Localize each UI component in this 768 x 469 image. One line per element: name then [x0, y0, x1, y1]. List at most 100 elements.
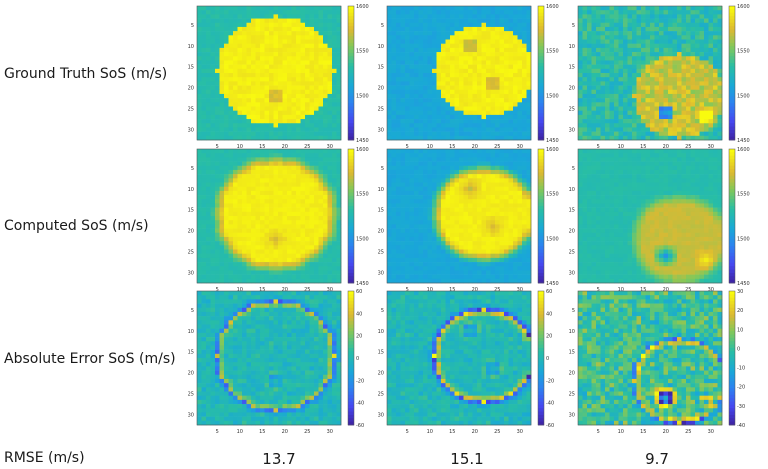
colorbar-tick-label: -30: [737, 404, 745, 410]
x-tick-label: 20: [663, 429, 669, 435]
colorbar: [347, 5, 355, 141]
y-tick-label: 15: [378, 65, 384, 71]
colorbar-tick-label: 20: [356, 334, 362, 340]
colorbar-tick-label: -20: [737, 385, 745, 391]
y-tick-label: 5: [191, 166, 194, 172]
y-tick-label: 15: [188, 350, 194, 356]
colorbar-tick-label: 1600: [546, 147, 559, 153]
y-tick-label: 10: [569, 329, 575, 335]
y-tick-label: 15: [569, 208, 575, 214]
x-tick-label: 15: [640, 287, 646, 293]
colorbar-tick-label: 60: [546, 289, 552, 295]
x-tick-label: 30: [327, 287, 333, 293]
y-tick-label: 5: [381, 23, 384, 29]
x-tick-label: 20: [472, 429, 478, 435]
y-tick-label: 30: [569, 128, 575, 134]
colorbar-tick-label: 1550: [546, 192, 559, 198]
colorbar-tick-label: 0: [356, 356, 359, 362]
y-tick-label: 25: [378, 250, 384, 256]
computed-heatmap-1: 5 10 15 20 25 30 5 10 15 20 25 30 1600 1550 1500 1450: [188, 147, 369, 293]
colorbar-tick-label: 1450: [737, 138, 750, 144]
colorbar-tick-label: 1550: [356, 49, 369, 55]
x-tick-label: 5: [406, 287, 409, 293]
x-tick-label: 10: [237, 287, 243, 293]
x-tick-label: 5: [406, 144, 409, 150]
x-tick-label: 25: [685, 429, 691, 435]
y-tick-label: 5: [572, 166, 575, 172]
x-tick-label: 25: [494, 144, 500, 150]
colorbar-tick-label: 1600: [546, 4, 559, 10]
y-tick-label: 20: [569, 229, 575, 235]
y-tick-label: 30: [188, 413, 194, 419]
y-tick-label: 30: [378, 413, 384, 419]
colorbar-tick-label: 1450: [356, 281, 369, 287]
colorbar-tick-label: 1500: [737, 236, 750, 242]
colorbar-tick-label: 1500: [737, 93, 750, 99]
colorbar-tick-label: -40: [546, 401, 554, 407]
colorbar-tick-label: 20: [737, 308, 743, 314]
computed-heatmap-3: 5 10 15 20 25 30 5 10 15 20 25 30 1600 1550 1500 1450: [569, 147, 750, 293]
x-tick-label: 25: [304, 144, 310, 150]
y-tick-label: 5: [572, 23, 575, 29]
x-tick-label: 20: [663, 144, 669, 150]
y-tick-label: 25: [188, 392, 194, 398]
x-tick-label: 5: [216, 287, 219, 293]
y-tick-label: 25: [188, 107, 194, 113]
y-tick-label: 20: [378, 371, 384, 377]
colorbar-tick-label: -10: [737, 366, 745, 372]
colorbar-tick-label: 20: [546, 334, 552, 340]
y-tick-label: 5: [381, 308, 384, 314]
colorbar-tick-label: 40: [356, 311, 362, 317]
x-tick-label: 10: [427, 144, 433, 150]
x-tick-label: 20: [282, 144, 288, 150]
rmse-value-col2: 15.1: [450, 450, 484, 468]
x-tick-label: 5: [216, 429, 219, 435]
y-tick-label: 30: [569, 271, 575, 277]
y-tick-label: 30: [378, 128, 384, 134]
colorbar: [347, 148, 355, 284]
y-tick-label: 30: [569, 413, 575, 419]
rmse-value-col3: 9.7: [645, 450, 669, 468]
y-tick-label: 10: [188, 44, 194, 50]
x-tick-label: 5: [597, 287, 600, 293]
error-heatmap-3: 5 10 15 20 25 30 5 10 15 20 25 30 30 20 10 0 -10 -20 -30 -4…: [569, 289, 746, 435]
y-tick-label: 10: [188, 329, 194, 335]
y-tick-label: 10: [569, 187, 575, 193]
x-tick-label: 5: [216, 144, 219, 150]
rmse-value-col1: 13.7: [262, 450, 296, 468]
colorbar-tick-label: 1550: [356, 192, 369, 198]
y-tick-label: 30: [188, 271, 194, 277]
colorbar-tick-label: 1600: [356, 4, 369, 10]
y-tick-label: 15: [569, 65, 575, 71]
x-tick-label: 15: [449, 429, 455, 435]
colorbar-tick-label: 0: [737, 346, 740, 352]
colorbar-tick-label: 30: [737, 289, 743, 295]
colorbar-tick-label: 1600: [737, 147, 750, 153]
x-tick-label: 10: [237, 429, 243, 435]
x-tick-label: 10: [427, 287, 433, 293]
colorbar-tick-label: 1500: [356, 93, 369, 99]
colorbar: [537, 5, 545, 141]
x-tick-label: 30: [517, 287, 523, 293]
y-tick-label: 10: [378, 329, 384, 335]
y-tick-label: 20: [569, 371, 575, 377]
colorbar-tick-label: 1550: [546, 49, 559, 55]
row-label-error: Absolute Error SoS (m/s): [4, 351, 176, 367]
colorbar-tick-label: -20: [546, 378, 554, 384]
y-tick-label: 10: [569, 44, 575, 50]
row-label-rmse: RMSE (m/s): [4, 450, 85, 466]
y-tick-label: 25: [378, 107, 384, 113]
x-tick-label: 5: [597, 144, 600, 150]
computed-heatmap-2: 5 10 15 20 25 30 5 10 15 20 25 30 1600 1550 1500 1450: [378, 147, 559, 293]
x-tick-label: 15: [449, 144, 455, 150]
x-tick-label: 20: [663, 287, 669, 293]
row-label-computed: Computed SoS (m/s): [4, 218, 149, 234]
x-tick-label: 15: [259, 287, 265, 293]
y-tick-label: 25: [569, 392, 575, 398]
x-tick-label: 25: [494, 429, 500, 435]
colorbar-tick-label: 10: [737, 327, 743, 333]
x-tick-label: 30: [708, 287, 714, 293]
error-heatmap-1: 5 10 15 20 25 30 5 10 15 20 25 30 60 40 20 0 -20 -40 -60: [188, 289, 365, 435]
x-tick-label: 25: [685, 287, 691, 293]
colorbar: [537, 290, 545, 426]
